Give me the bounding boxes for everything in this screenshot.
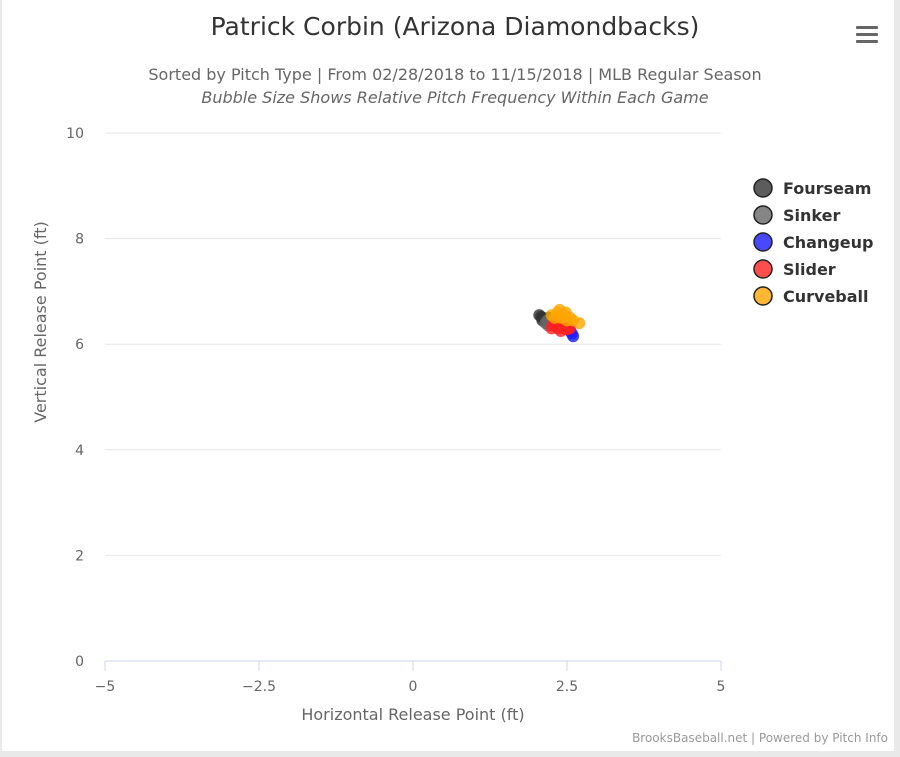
y-tick-label: 6 [75,337,84,353]
legend-item-slider[interactable]: Slider [783,260,836,279]
legend-marker-changeup[interactable] [753,232,773,252]
legend-marker-sinker[interactable] [753,205,773,225]
data-point-curveball[interactable] [573,317,586,330]
data-point-curveball[interactable] [559,306,572,319]
data-point-curveball[interactable] [548,311,561,324]
x-tick-label: −5 [95,679,116,695]
y-axis-label: Vertical Release Point (ft) [31,221,50,423]
legend-marker-fourseam[interactable] [753,178,773,198]
y-tick-label: 0 [75,654,84,670]
y-tick-label: 10 [66,126,84,142]
y-tick-label: 8 [75,232,84,248]
y-tick-label: 2 [75,548,84,564]
axes: 0 2 4 6 8 10 −5 −2.5 0 2.5 5 [66,126,725,695]
x-tick-label: 0 [409,679,418,695]
legend-item-fourseam[interactable]: Fourseam [783,179,871,198]
chart-subtitle: Sorted by Pitch Type | From 02/28/2018 t… [148,65,762,84]
legend: Fourseam Sinker Changeup Slider Curveball [753,178,873,306]
x-axis-label: Horizontal Release Point (ft) [301,705,524,724]
credits-link[interactable]: BrooksBaseball.net | Powered by Pitch In… [632,731,888,745]
data-points [533,303,586,343]
legend-item-sinker[interactable]: Sinker [783,206,840,225]
legend-marker-slider[interactable] [753,259,773,279]
x-tick-label: −2.5 [242,679,276,695]
hamburger-menu-icon[interactable] [854,24,880,46]
x-tick-label: 5 [717,679,726,695]
x-tick-label: 2.5 [556,679,578,695]
legend-item-curveball[interactable]: Curveball [783,287,869,306]
y-tick-label: 4 [75,443,84,459]
legend-item-changeup[interactable]: Changeup [783,233,873,252]
chart-subtitle-italic: Bubble Size Shows Relative Pitch Frequen… [201,88,709,107]
legend-marker-curveball[interactable] [753,286,773,306]
chart-title: Patrick Corbin (Arizona Diamondbacks) [210,12,700,41]
gridlines [105,132,721,556]
